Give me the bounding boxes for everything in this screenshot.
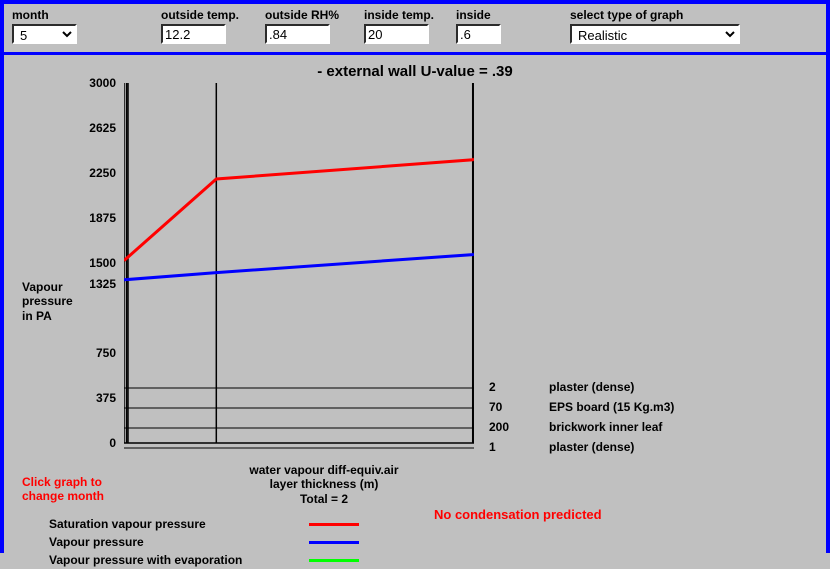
chart-title: - external wall U-value = .39 bbox=[4, 63, 826, 80]
ytick: 3000 bbox=[76, 76, 116, 90]
ytick: 2625 bbox=[76, 121, 116, 135]
legend-row: Vapour pressure with evaporation bbox=[49, 551, 359, 569]
layer-name: brickwork inner leaf bbox=[549, 420, 662, 434]
ytick: 750 bbox=[76, 346, 116, 360]
chart-area[interactable]: - external wall U-value = .39 Vapourpres… bbox=[4, 55, 826, 555]
month-select[interactable]: 5 bbox=[12, 24, 77, 44]
outside-temp-label: outside temp. bbox=[161, 8, 261, 22]
inside-rh-label: inside bbox=[456, 8, 516, 22]
layer-row: 1 plaster (dense) bbox=[489, 440, 634, 454]
layer-name: plaster (dense) bbox=[549, 440, 634, 454]
inside-temp-label: inside temp. bbox=[364, 8, 452, 22]
click-to-change-msg: Click graph tochange month bbox=[22, 475, 104, 504]
ytick: 0 bbox=[76, 436, 116, 450]
layer-thickness: 200 bbox=[489, 420, 519, 434]
layer-row: 200 brickwork inner leaf bbox=[489, 420, 662, 434]
graph-type-label: select type of graph bbox=[570, 8, 750, 22]
x-axis-label: water vapour diff-equiv.airlayer thickne… bbox=[204, 463, 444, 506]
ytick: 1875 bbox=[76, 211, 116, 225]
layer-row: 70 EPS board (15 Kg.m3) bbox=[489, 400, 674, 414]
layer-thickness: 2 bbox=[489, 380, 519, 394]
layer-thickness: 1 bbox=[489, 440, 519, 454]
month-label: month bbox=[12, 8, 87, 22]
inside-rh-input[interactable] bbox=[456, 24, 501, 44]
outside-temp-input[interactable] bbox=[161, 24, 226, 44]
graph-type-select[interactable]: Realistic bbox=[570, 24, 740, 44]
layer-name: plaster (dense) bbox=[549, 380, 634, 394]
ytick: 1500 bbox=[76, 256, 116, 270]
legend-swatch bbox=[309, 559, 359, 562]
plot-svg bbox=[124, 83, 474, 468]
y-axis-label: Vapourpressurein PA bbox=[22, 280, 73, 323]
layer-row: 2 plaster (dense) bbox=[489, 380, 634, 394]
toolbar: month 5 outside temp. outside RH% inside… bbox=[4, 4, 826, 55]
legend-label: Saturation vapour pressure bbox=[49, 517, 309, 531]
outside-rh-label: outside RH% bbox=[265, 8, 360, 22]
layer-name: EPS board (15 Kg.m3) bbox=[549, 400, 674, 414]
legend-row: Vapour pressure bbox=[49, 533, 359, 551]
layer-thickness: 70 bbox=[489, 400, 519, 414]
legend-label: Vapour pressure bbox=[49, 535, 309, 549]
outside-rh-input[interactable] bbox=[265, 24, 330, 44]
condensation-status: No condensation predicted bbox=[434, 507, 602, 522]
ytick: 375 bbox=[76, 391, 116, 405]
inside-temp-input[interactable] bbox=[364, 24, 429, 44]
legend: Saturation vapour pressure Vapour pressur… bbox=[49, 515, 359, 569]
legend-swatch bbox=[309, 523, 359, 526]
ytick: 1325 bbox=[76, 277, 116, 291]
legend-swatch bbox=[309, 541, 359, 544]
legend-label: Vapour pressure with evaporation bbox=[49, 553, 309, 567]
legend-row: Saturation vapour pressure bbox=[49, 515, 359, 533]
ytick: 2250 bbox=[76, 166, 116, 180]
